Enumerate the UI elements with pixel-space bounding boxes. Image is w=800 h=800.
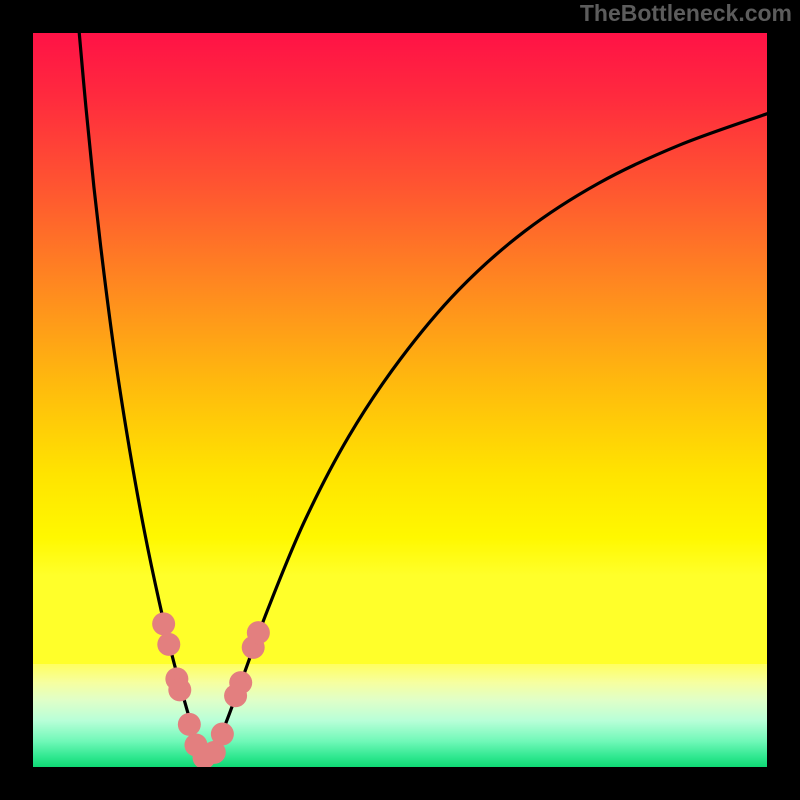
plot-svg (33, 33, 767, 767)
marker-group (152, 612, 270, 767)
curve-marker (168, 678, 191, 701)
bottleneck-curve-right (204, 114, 767, 760)
bottleneck-curve-left (79, 33, 204, 760)
plot-area (33, 33, 767, 767)
curve-marker (157, 633, 180, 656)
curve-marker (229, 671, 252, 694)
watermark-text: TheBottleneck.com (580, 0, 792, 27)
curve-marker (247, 621, 270, 644)
chart-frame: TheBottleneck.com (0, 0, 800, 800)
curve-marker (178, 713, 201, 736)
curve-marker (152, 612, 175, 635)
curve-marker (211, 722, 234, 745)
